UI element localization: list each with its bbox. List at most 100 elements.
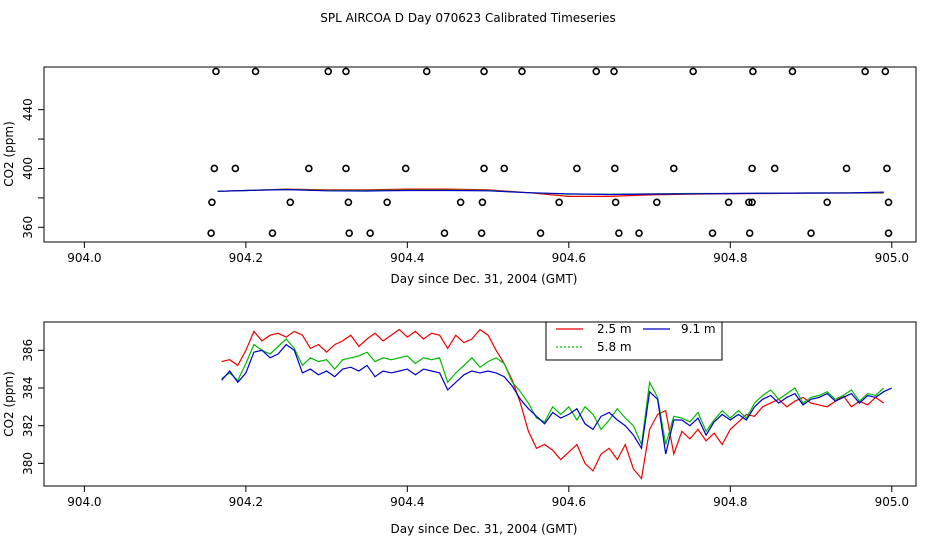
- marker-point: [669, 164, 678, 173]
- top-y-axis: 360 400 440: [21, 98, 44, 239]
- y-tick-label: 400: [21, 157, 35, 180]
- marker-point: [212, 67, 220, 76]
- marker-point: [745, 229, 754, 237]
- marker-point: [518, 67, 526, 76]
- marker-point: [480, 67, 488, 76]
- legend: 2.5 m 5.8 m 9.1 m: [545, 321, 723, 361]
- marker-point: [478, 198, 487, 207]
- x-tick-label: 904.6: [552, 495, 586, 509]
- marker-point: [745, 198, 753, 207]
- marker-point: [383, 198, 391, 207]
- top-plot-frame: [43, 66, 917, 243]
- marker-point: [210, 164, 219, 173]
- marker-point: [615, 229, 623, 237]
- marker-point: [883, 164, 891, 173]
- legend-label-9-1m: 9.1 m: [681, 322, 716, 336]
- bottom-series-layer: [221, 328, 893, 480]
- legend-label-5-8m: 5.8 m: [597, 340, 632, 354]
- marker-point: [884, 229, 893, 237]
- marker-point: [770, 164, 779, 173]
- marker-point: [342, 67, 350, 76]
- marker-point: [344, 198, 353, 207]
- x-tick-label: 904.2: [229, 251, 263, 265]
- marker-point: [842, 164, 851, 173]
- y-tick-label: 386: [21, 339, 35, 362]
- top-x-axis: 904.0 904.2 904.4 904.6 904.8 905.0: [67, 242, 909, 265]
- x-tick-label: 905.0: [875, 495, 909, 509]
- marker-point: [401, 164, 410, 173]
- marker-point: [440, 229, 449, 237]
- bottom-y-axis-label: CO2 (ppm): [2, 371, 16, 437]
- legend-label-2-5m: 2.5 m: [597, 322, 632, 336]
- marker-point: [689, 67, 697, 76]
- y-tick-label: 360: [21, 216, 35, 239]
- marker-point: [611, 164, 619, 173]
- marker-point: [345, 229, 354, 237]
- series-line-9-1-m: [221, 343, 893, 455]
- series-line-5-8-m: [221, 338, 885, 447]
- marker-point: [324, 67, 333, 76]
- marker-point: [231, 164, 240, 173]
- series-line-2-5-m: [221, 328, 885, 480]
- x-tick-label: 904.2: [229, 495, 263, 509]
- marker-point: [881, 67, 890, 76]
- bottom-x-axis: 904.0 904.2 904.4 904.6 904.8 905.0: [67, 486, 909, 509]
- marker-point: [500, 164, 509, 173]
- x-tick-label: 904.8: [713, 251, 747, 265]
- marker-point: [724, 198, 733, 207]
- marker-point: [251, 67, 260, 76]
- x-tick-label: 904.0: [67, 251, 101, 265]
- marker-point: [207, 229, 215, 237]
- marker-point: [788, 67, 797, 76]
- marker-point: [823, 198, 831, 207]
- marker-point: [477, 229, 486, 237]
- marker-point: [592, 67, 601, 76]
- marker-point: [748, 198, 756, 207]
- marker-point: [305, 164, 313, 173]
- y-tick-label: 380: [21, 452, 35, 475]
- marker-point: [861, 67, 869, 76]
- marker-point: [268, 229, 277, 237]
- marker-point: [480, 164, 488, 173]
- figure-title: SPL AIRCOA D Day 070623 Calibrated Times…: [320, 11, 615, 25]
- bottom-panel: 904.0 904.2 904.4 904.6 904.8 905.0 380 382 384…: [2, 321, 917, 536]
- x-tick-label: 904.4: [390, 495, 424, 509]
- y-tick-label: 382: [21, 414, 35, 437]
- marker-point: [208, 198, 216, 207]
- marker-point: [653, 198, 661, 207]
- top-x-axis-label: Day since Dec. 31, 2004 (GMT): [391, 272, 578, 286]
- marker-point: [366, 229, 374, 237]
- top-panel: 904.0 904.2 904.4 904.6 904.8 905.0 360 400 440…: [2, 66, 917, 286]
- x-tick-label: 904.8: [713, 495, 747, 509]
- series-line-9-1-m: [217, 188, 884, 196]
- x-tick-label: 904.4: [390, 251, 424, 265]
- marker-point: [610, 67, 618, 76]
- top-y-axis-label: CO2 (ppm): [2, 121, 16, 187]
- marker-point: [555, 198, 563, 207]
- y-tick-label: 384: [21, 377, 35, 400]
- marker-point: [422, 67, 431, 76]
- x-tick-label: 904.0: [67, 495, 101, 509]
- marker-point: [456, 198, 465, 207]
- legend-box: [545, 321, 723, 361]
- marker-point: [573, 164, 581, 173]
- marker-point: [342, 164, 350, 173]
- x-tick-label: 905.0: [875, 251, 909, 265]
- bottom-plot-frame: [43, 321, 917, 487]
- bottom-y-axis: 380 382 384 386: [21, 339, 44, 475]
- marker-point: [708, 229, 717, 237]
- top-marker-layer: [207, 67, 893, 237]
- top-series-layer: [217, 188, 884, 197]
- marker-point: [749, 67, 757, 76]
- marker-point: [748, 164, 756, 173]
- marker-point: [884, 198, 893, 207]
- marker-point: [635, 229, 643, 237]
- marker-point: [286, 198, 295, 207]
- marker-point: [807, 229, 815, 237]
- marker-point: [611, 198, 620, 207]
- bottom-x-axis-label: Day since Dec. 31, 2004 (GMT): [391, 522, 578, 536]
- marker-point: [536, 229, 545, 237]
- y-tick-label: 440: [21, 98, 35, 121]
- x-tick-label: 904.6: [552, 251, 586, 265]
